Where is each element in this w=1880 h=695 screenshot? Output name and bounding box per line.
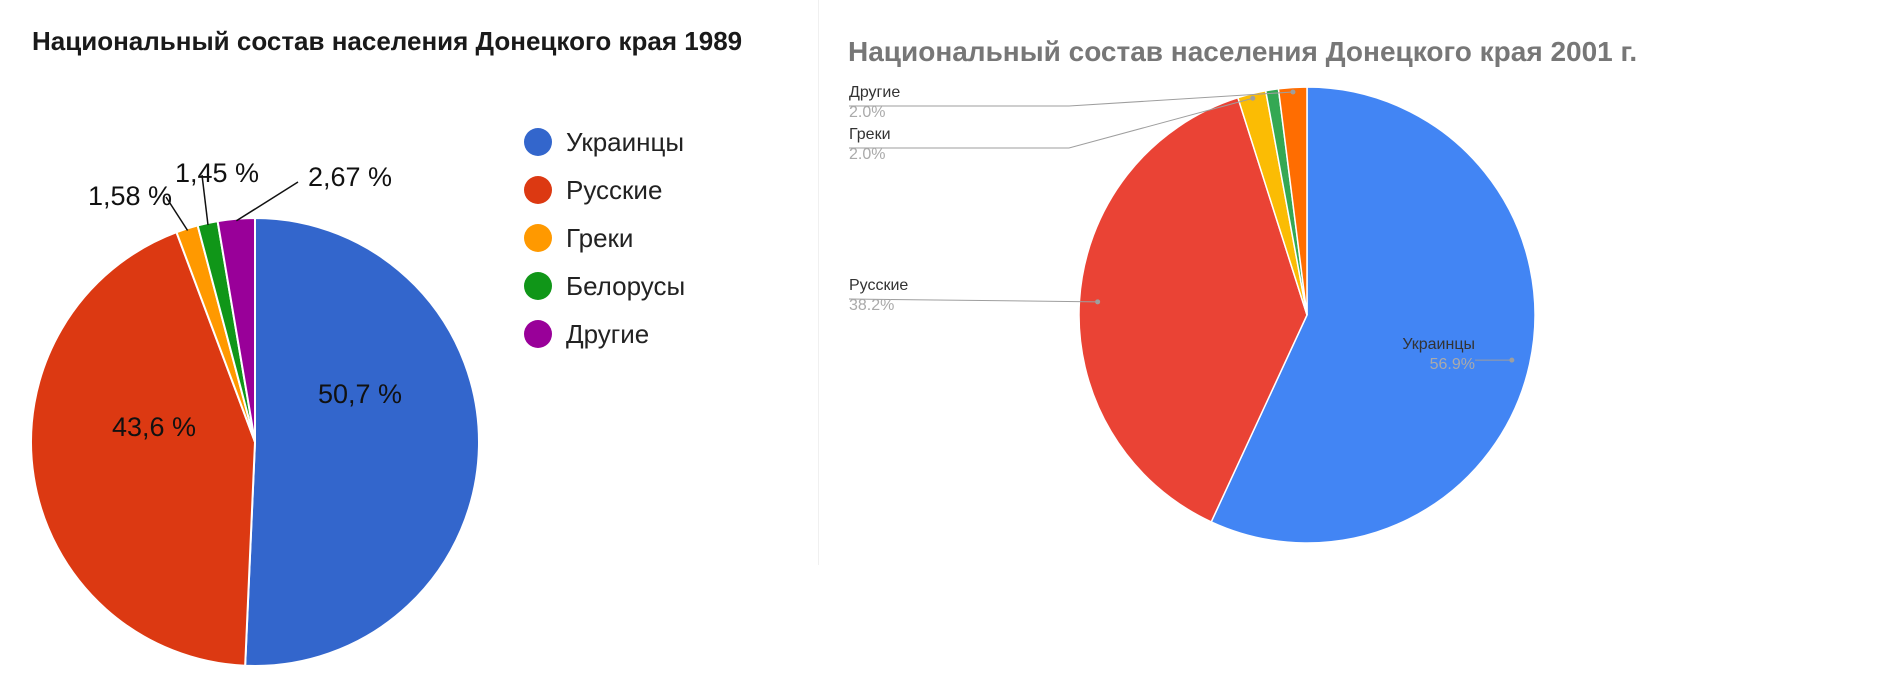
callout-name-greeks: Греки bbox=[849, 126, 891, 143]
legend-swatch-others bbox=[524, 320, 552, 348]
callout-value-ukrainians: 56.9% bbox=[1430, 356, 1475, 373]
legend-1989: Украинцы Русские Греки Белорусы Другие bbox=[524, 118, 685, 358]
slice-ukrainians bbox=[244, 216, 480, 667]
legend-item-russians: Русские bbox=[524, 166, 685, 214]
chart-title-1989: Национальный состав населения Донецкого … bbox=[32, 26, 743, 56]
legend-label-ukrainians: Украинцы bbox=[566, 126, 685, 157]
callout-value-greeks: 2.0% bbox=[849, 146, 885, 163]
data-label-others: 2,67 % bbox=[308, 162, 392, 192]
callout-name-ukrainians: Украинцы bbox=[1402, 336, 1475, 353]
legend-label-russians: Русские bbox=[566, 174, 663, 205]
data-label-ukrainians: 50,7 % bbox=[318, 379, 402, 409]
callout-name-others: Другие bbox=[849, 84, 900, 101]
slice-ukrainians bbox=[1210, 86, 1536, 544]
chart-title-2001: Национальный состав населения Донецкого … bbox=[848, 36, 1638, 67]
slice-others bbox=[216, 216, 256, 443]
leader-line-others bbox=[236, 181, 299, 222]
pie-chart-2001: Украинцы 56.9% Русские 38.2% Греки 2.0% Другие… bbox=[848, 84, 1536, 544]
leader-line-greeks bbox=[849, 97, 1253, 149]
legend-label-others: Другие bbox=[566, 318, 650, 349]
legend-label-belarusians: Белорусы bbox=[566, 270, 686, 301]
panel-divider bbox=[818, 0, 819, 565]
legend-swatch-belarusians bbox=[524, 272, 552, 300]
leader-dot-others bbox=[1290, 89, 1296, 95]
leader-dot-russians bbox=[1095, 299, 1101, 305]
leader-line-belarusians bbox=[201, 174, 209, 226]
legend-swatch-greeks bbox=[524, 224, 552, 252]
legend-swatch-ukrainians bbox=[524, 128, 552, 156]
callout-value-russians: 38.2% bbox=[849, 297, 894, 314]
chart-2001-panel: Национальный состав населения Донецкого … bbox=[820, 0, 1880, 695]
leader-line-russians bbox=[848, 298, 1098, 303]
leader-dot-ukrainians bbox=[1509, 357, 1515, 363]
data-label-belarusians: 1,45 % bbox=[175, 158, 259, 188]
legend-swatch-russians bbox=[524, 176, 552, 204]
callout-value-others: 2.0% bbox=[849, 104, 885, 121]
slice-russians bbox=[30, 230, 257, 667]
slice-others bbox=[1277, 86, 1308, 316]
legend-item-greeks: Греки bbox=[524, 214, 685, 262]
leader-dot-greeks bbox=[1250, 95, 1256, 101]
leader-line-greeks bbox=[165, 196, 189, 231]
leader-line-others bbox=[849, 91, 1294, 107]
callout-name-russians: Русские bbox=[849, 277, 908, 294]
data-label-russians: 43,6 % bbox=[112, 412, 196, 442]
legend-item-ukrainians: Украинцы bbox=[524, 118, 685, 166]
legend-item-belarusians: Белорусы bbox=[524, 262, 685, 310]
chart-1989-panel: Национальный состав населения Донецкого … bbox=[0, 0, 820, 695]
legend-item-others: Другие bbox=[524, 310, 685, 358]
pie-chart-1989: 50,7 % 43,6 % 1,58 %1,45 % 2,67 % bbox=[30, 158, 480, 667]
legend-label-greeks: Греки bbox=[566, 222, 634, 253]
data-label-greeks: 1,58 % bbox=[88, 181, 172, 211]
slice-russians bbox=[1078, 96, 1308, 523]
